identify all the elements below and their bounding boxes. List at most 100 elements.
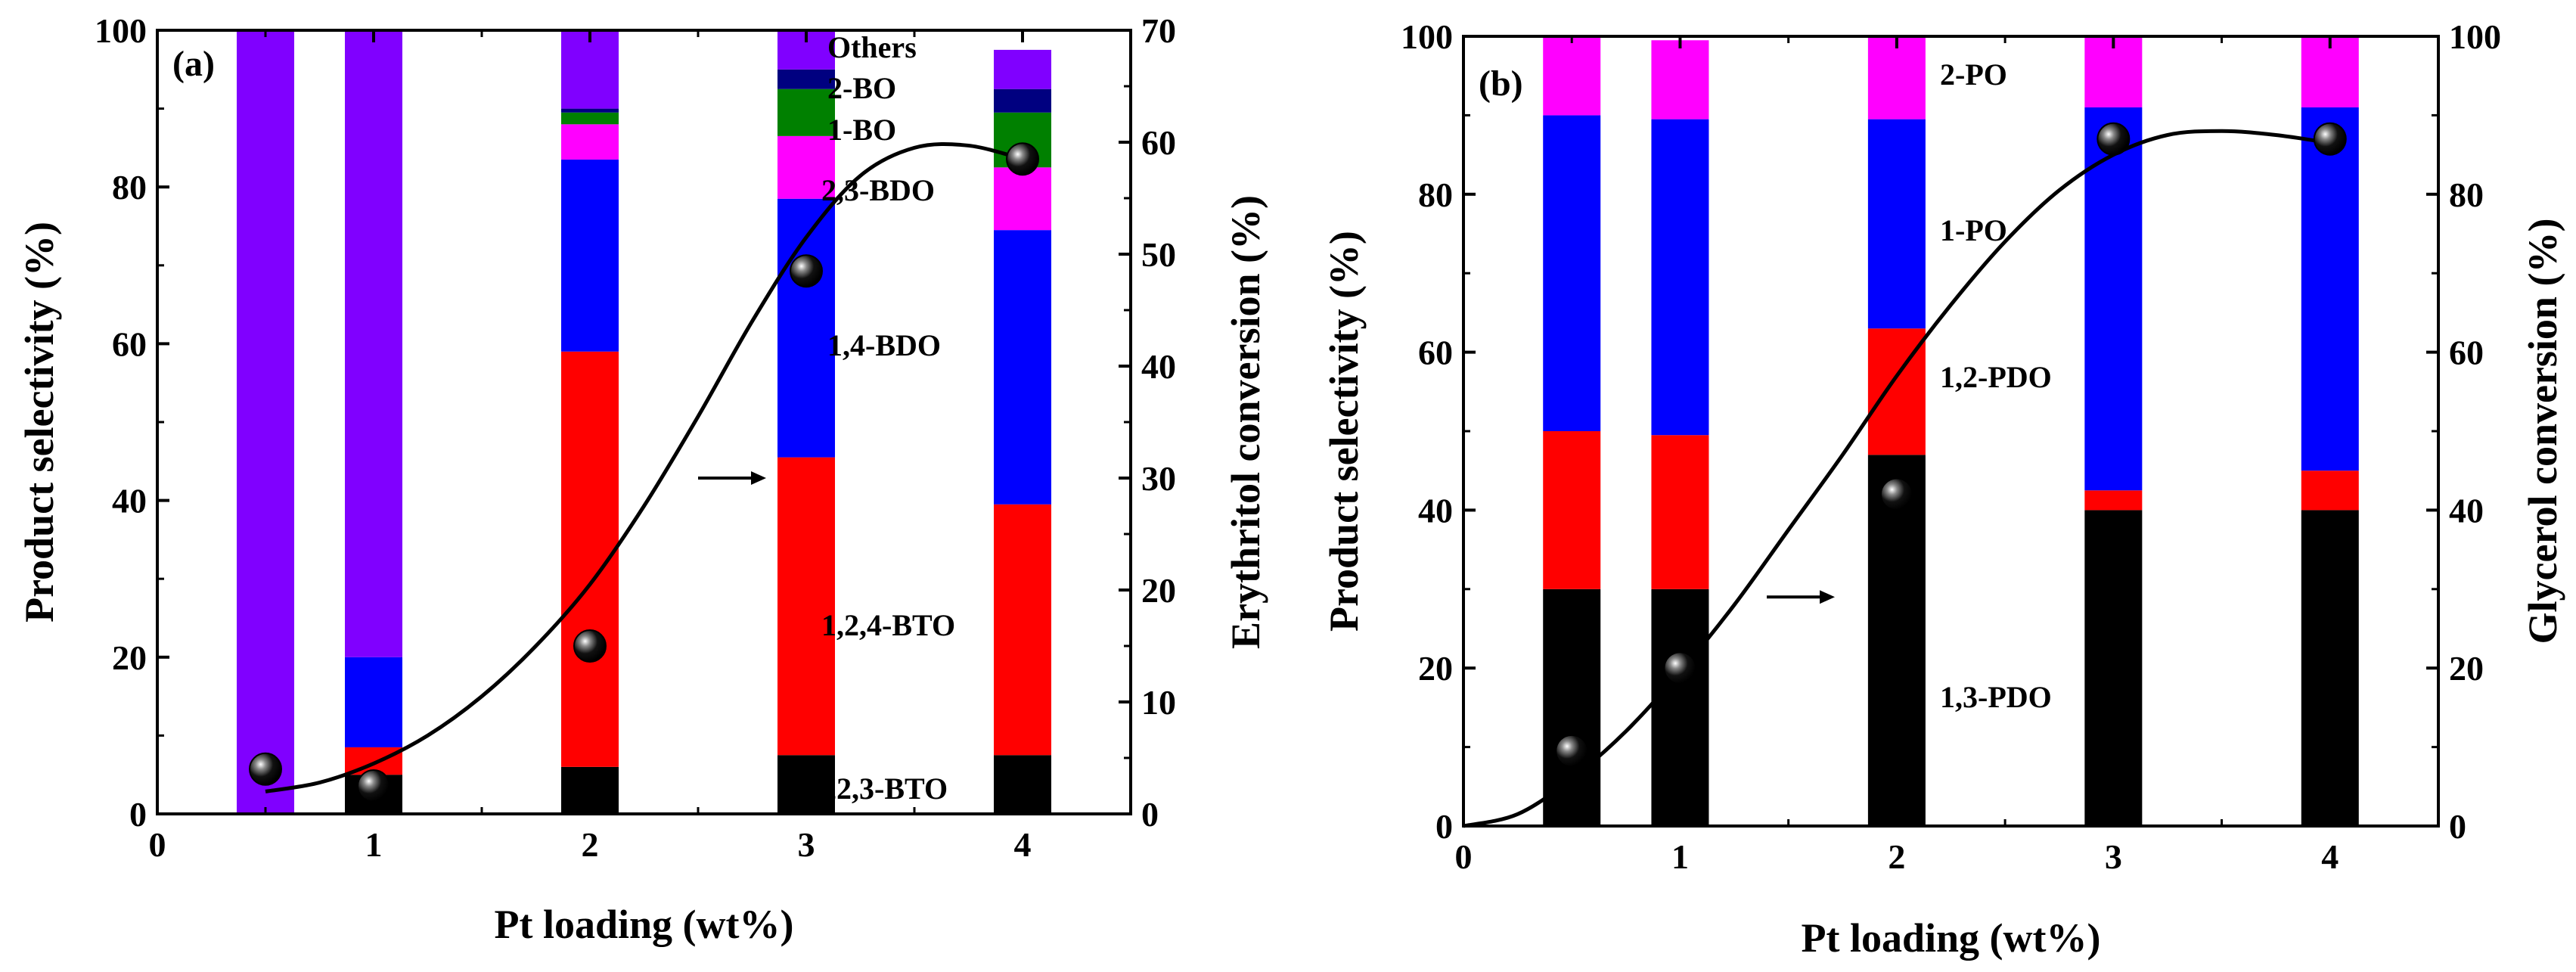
conversion-marker — [573, 629, 607, 663]
bar-segment — [2084, 490, 2143, 511]
conversion-marker — [1006, 142, 1039, 176]
bar-segment — [777, 69, 835, 89]
x-axis-title: Pt loading (wt%) — [495, 902, 794, 947]
axis-arrow-head — [751, 471, 766, 485]
bar-segment — [1651, 40, 1709, 120]
bar-segment — [1543, 36, 1601, 116]
y2-tick-label: 60 — [1141, 123, 1176, 162]
segment-label: 1,2,4-BTO — [821, 608, 955, 642]
bar-segment — [777, 457, 835, 756]
bar-segment — [994, 167, 1051, 231]
segment-label: 1-PO — [1940, 213, 2007, 247]
y-tick-label: 40 — [1418, 491, 1453, 529]
bar-segment — [237, 30, 294, 814]
segment-label: 2-BO — [827, 71, 896, 105]
y-tick-label: 100 — [95, 11, 147, 50]
bar-segment — [561, 108, 619, 113]
segment-label: 2-PO — [1940, 57, 2007, 92]
bar-segment — [2084, 107, 2143, 491]
y-tick-label: 0 — [1435, 807, 1453, 846]
y-tick-label: 20 — [1418, 649, 1453, 688]
conversion-marker — [1879, 477, 1913, 511]
conversion-marker — [2313, 122, 2347, 156]
segment-label: 2,3-BDO — [821, 173, 935, 207]
x-tick-label: 4 — [1014, 825, 1032, 864]
bar-segment — [1651, 435, 1709, 589]
bar-segment — [345, 30, 402, 657]
bar-segment — [994, 89, 1051, 113]
conversion-curve — [1463, 129, 2331, 828]
bar-segment — [1867, 119, 1926, 329]
bar-segment — [777, 135, 835, 199]
y2-tick-label: 40 — [1141, 347, 1176, 386]
y2-tick-label: 70 — [1141, 11, 1176, 50]
bar-segment — [2301, 470, 2359, 511]
segment-label: 1,4-BDO — [827, 328, 941, 362]
y2-tick-label: 10 — [1141, 683, 1176, 722]
bar-segment — [1543, 588, 1601, 826]
x-tick-label: 3 — [798, 825, 815, 864]
y2-axis-title: Erythritol conversion (%) — [1223, 195, 1268, 649]
segment-label: Others — [827, 30, 917, 64]
y2-tick-label: 40 — [2449, 491, 2484, 529]
x-tick-label: 0 — [149, 825, 166, 864]
segment-label: 1,2-PDO — [1940, 360, 2052, 394]
y2-tick-label: 60 — [2449, 334, 2484, 372]
y2-tick-label: 80 — [2449, 175, 2484, 214]
segment-label: 1,3-PDO — [1940, 680, 2052, 714]
x-tick-label: 4 — [2321, 837, 2339, 876]
bar-segment — [777, 89, 835, 136]
y2-tick-label: 0 — [2449, 807, 2466, 846]
x-tick-label: 2 — [582, 825, 599, 864]
bar-segment — [994, 504, 1051, 756]
conversion-marker — [249, 752, 282, 786]
x-tick-label: 0 — [1455, 837, 1473, 876]
y2-tick-label: 100 — [2449, 17, 2501, 56]
y-tick-label: 60 — [1418, 334, 1453, 372]
y-tick-label: 40 — [112, 482, 147, 520]
y2-axis-title: Glycerol conversion (%) — [2520, 219, 2565, 644]
y-tick-label: 80 — [112, 168, 147, 207]
segment-label: 1,2,3-BTO — [814, 772, 948, 806]
axis-arrow-head — [1820, 590, 1836, 604]
bar-segment — [561, 30, 619, 109]
bar-segment — [345, 657, 402, 747]
conversion-marker — [2096, 122, 2131, 156]
bar-segment — [561, 124, 619, 160]
bar-segment — [1867, 455, 1926, 826]
bar-segment — [561, 159, 619, 352]
bar-segment — [1543, 431, 1601, 589]
bar-segment — [1651, 588, 1709, 826]
x-tick-label: 3 — [2105, 837, 2122, 876]
conversion-marker — [1663, 651, 1697, 685]
y2-tick-label: 20 — [2449, 649, 2484, 688]
panel-label: (b) — [1479, 64, 1523, 104]
y-axis-title: Product selectivity (%) — [17, 222, 62, 623]
bar-segment — [2301, 107, 2359, 471]
y-tick-label: 80 — [1418, 175, 1453, 214]
y2-tick-label: 50 — [1141, 235, 1176, 274]
y-tick-label: 100 — [1401, 17, 1453, 56]
x-tick-label: 1 — [365, 825, 383, 864]
y2-tick-label: 30 — [1141, 459, 1176, 498]
bar-segment — [561, 112, 619, 125]
bar-segment — [777, 198, 835, 458]
bar-segment — [2084, 510, 2143, 826]
bar-segment — [1543, 115, 1601, 431]
y-tick-label: 0 — [129, 795, 147, 834]
x-axis-title: Pt loading (wt%) — [1802, 915, 2101, 961]
bar-segment — [1867, 36, 1926, 120]
y-tick-label: 20 — [112, 638, 147, 677]
y2-tick-label: 0 — [1141, 795, 1159, 834]
conversion-marker — [357, 769, 390, 803]
panel-label: (a) — [172, 44, 215, 84]
bar-segment — [2301, 510, 2359, 826]
bar-segment — [994, 49, 1051, 89]
segment-label: 1-BO — [827, 113, 896, 147]
y2-tick-label: 20 — [1141, 571, 1176, 610]
x-tick-label: 1 — [1671, 837, 1689, 876]
conversion-marker — [790, 254, 823, 288]
